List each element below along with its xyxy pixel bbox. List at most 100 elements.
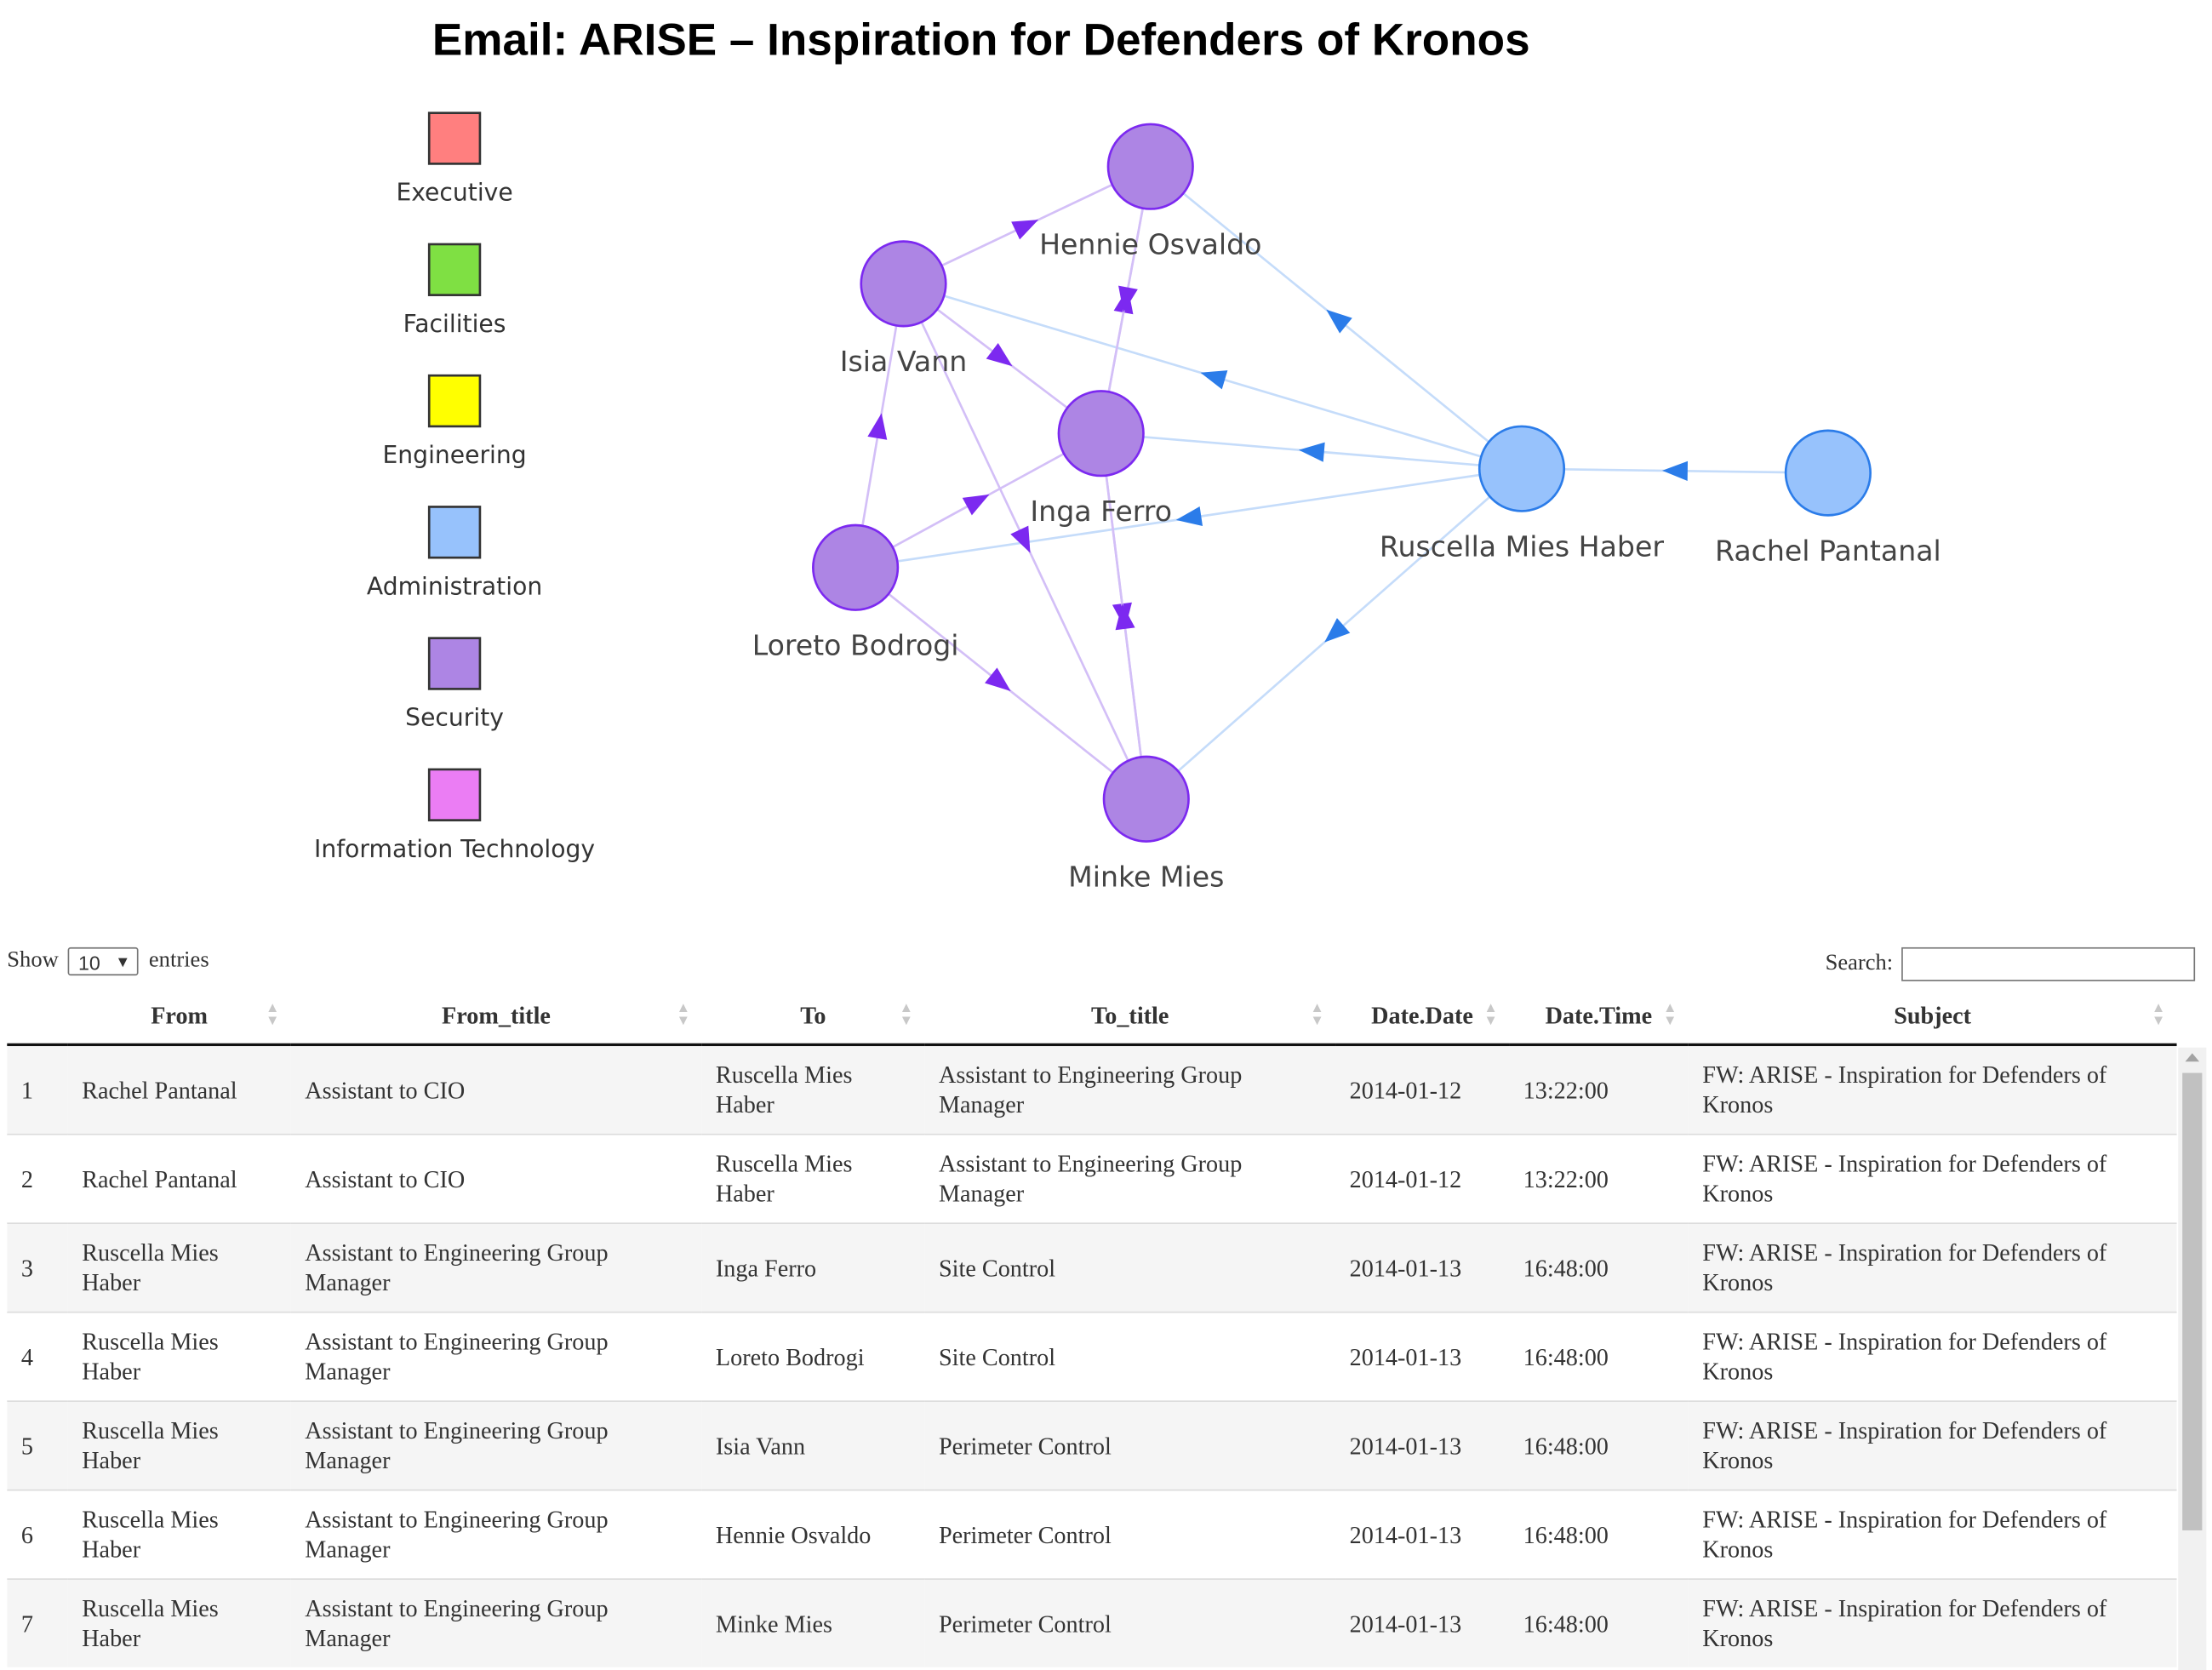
- column-header-from[interactable]: From ▲ ▼: [67, 988, 291, 1047]
- table-cell: 1: [7, 1044, 68, 1135]
- sort-icon: ▲ ▼: [676, 1000, 691, 1030]
- legend-swatch-engineering: [427, 374, 482, 428]
- table-scrollbar[interactable]: [2178, 1047, 2207, 1670]
- table-cell: Loreto Bodrogi: [701, 1311, 925, 1402]
- table-cell: FW: ARISE - Inspiration for Defenders of…: [1688, 1133, 2177, 1224]
- table-cell: Hennie Osvaldo: [701, 1489, 925, 1580]
- node-label-ruscella-mies-haber: Ruscella Mies Haber: [1380, 529, 1664, 563]
- column-header-date[interactable]: Date.Date ▲ ▼: [1335, 988, 1510, 1047]
- legend-label-administration: Administration: [367, 572, 542, 600]
- table-cell: Assistant to Engineering Group Manager: [924, 1133, 1336, 1224]
- sort-icon: ▲ ▼: [1310, 1000, 1324, 1030]
- legend-label-engineering: Engineering: [383, 441, 527, 469]
- table-cell: 16:48:00: [1509, 1489, 1689, 1580]
- node-label-rachel-pantanal: Rachel Pantanal: [1715, 534, 1941, 567]
- edge-arrow-icon: [985, 667, 1011, 692]
- table-cell: 5: [7, 1400, 68, 1490]
- node-hennie-osvaldo[interactable]: [1106, 123, 1194, 210]
- sort-icon: ▲ ▼: [1483, 1000, 1498, 1030]
- search-input[interactable]: [1901, 947, 2196, 981]
- table-row[interactable]: 4 Ruscella Mies Haber Assistant to Enginee…: [7, 1311, 2177, 1402]
- table-cell: 4: [7, 1311, 68, 1402]
- column-header-to[interactable]: To ▲ ▼: [701, 988, 925, 1047]
- table-row[interactable]: 7 Ruscella Mies Haber Assistant to Enginee…: [7, 1578, 2177, 1667]
- email-table: From ▲ ▼ From_title ▲ ▼ To ▲ ▼ To_title ▲ ▼ Date…: [7, 988, 2177, 1667]
- table-cell: Assistant to CIO: [290, 1133, 702, 1224]
- table-cell: Minke Mies: [701, 1578, 925, 1667]
- legend-swatch-information-technology: [427, 768, 482, 821]
- table-row[interactable]: 6 Ruscella Mies Haber Assistant to Enginee…: [7, 1489, 2177, 1580]
- table-cell: 7: [7, 1578, 68, 1667]
- edge-arrow-icon: [986, 343, 1013, 367]
- legend-swatch-administration: [427, 506, 482, 559]
- node-loreto-bodrogi[interactable]: [812, 523, 900, 611]
- edge-arrow-icon: [1662, 460, 1689, 481]
- table-row[interactable]: 3 Ruscella Mies Haber Assistant to Enginee…: [7, 1222, 2177, 1313]
- edge-arrow-icon: [1118, 285, 1138, 313]
- sort-icon: ▲ ▼: [899, 1000, 914, 1030]
- node-inga-ferro[interactable]: [1057, 390, 1145, 478]
- table-cell: FW: ARISE - Inspiration for Defenders of…: [1688, 1311, 2177, 1402]
- table-cell: FW: ARISE - Inspiration for Defenders of…: [1688, 1044, 2177, 1135]
- table-cell: 6: [7, 1489, 68, 1580]
- table-cell: Perimeter Control: [924, 1489, 1336, 1580]
- table-cell: FW: ARISE - Inspiration for Defenders of…: [1688, 1400, 2177, 1490]
- node-ruscella-mies-haber[interactable]: [1478, 425, 1566, 512]
- table-cell: 2014-01-13: [1335, 1400, 1510, 1490]
- table-row[interactable]: 5 Ruscella Mies Haber Assistant to Enginee…: [7, 1400, 2177, 1490]
- edge-arrow-icon: [1010, 525, 1031, 553]
- table-cell: Perimeter Control: [924, 1400, 1336, 1490]
- table-cell: Assistant to Engineering Group Manager: [924, 1044, 1336, 1135]
- table-cell: 16:48:00: [1509, 1578, 1689, 1667]
- node-label-hennie-osvaldo: Hennie Osvaldo: [1039, 228, 1261, 261]
- node-isia-vann[interactable]: [860, 240, 947, 328]
- table-cell: Ruscella Mies Haber: [67, 1578, 291, 1667]
- entries-label: entries: [148, 948, 209, 973]
- table-cell: FW: ARISE - Inspiration for Defenders of…: [1688, 1489, 2177, 1580]
- table-cell: 3: [7, 1222, 68, 1313]
- edge-arrow-icon: [1115, 603, 1135, 631]
- table-cell: Rachel Pantanal: [67, 1133, 291, 1224]
- table-cell: 2014-01-12: [1335, 1044, 1510, 1135]
- table-cell: Assistant to Engineering Group Manager: [290, 1489, 702, 1580]
- column-header-to-title[interactable]: To_title ▲ ▼: [924, 988, 1336, 1047]
- legend-label-facilities: Facilities: [403, 310, 506, 338]
- table-cell: Ruscella Mies Haber: [67, 1400, 291, 1490]
- column-header-index[interactable]: [7, 988, 68, 1047]
- column-header-subject[interactable]: Subject ▲ ▼: [1688, 988, 2177, 1047]
- table-row[interactable]: 1 Rachel Pantanal Assistant to CIO Ruscella…: [7, 1044, 2177, 1135]
- page-title: Email: ARISE – Inspiration for Defenders…: [432, 14, 1530, 66]
- node-label-loreto-bodrogi: Loreto Bodrogi: [752, 629, 959, 662]
- scrollbar-thumb[interactable]: [2182, 1072, 2203, 1530]
- column-header-from-title[interactable]: From_title ▲ ▼: [290, 988, 702, 1047]
- node-rachel-pantanal[interactable]: [1784, 429, 1872, 517]
- entries-select[interactable]: 10 ▼: [68, 947, 140, 976]
- graph-nodes: Hennie Osvaldo Isia Vann Inga Ferro Loreto …: [752, 123, 1941, 894]
- table-cell: 16:48:00: [1509, 1400, 1689, 1490]
- table-header-row: From ▲ ▼ From_title ▲ ▼ To ▲ ▼ To_title ▲ ▼ Date…: [7, 988, 2177, 1047]
- table-cell: Ruscella Mies Haber: [701, 1044, 925, 1135]
- edge-arrow-icon: [1326, 309, 1352, 334]
- edge-arrow-icon: [1175, 506, 1203, 527]
- table-cell: Perimeter Control: [924, 1578, 1336, 1667]
- table-cell: 2014-01-13: [1335, 1578, 1510, 1667]
- node-minke-mies[interactable]: [1102, 755, 1190, 843]
- table-cell: Rachel Pantanal: [67, 1044, 291, 1135]
- column-header-time[interactable]: Date.Time ▲ ▼: [1509, 988, 1689, 1047]
- edge-arrow-icon: [1011, 220, 1039, 240]
- edge-arrow-icon: [1298, 442, 1325, 462]
- legend-swatch-executive: [427, 112, 482, 165]
- search-label: Search:: [1825, 951, 1894, 975]
- table-cell: Ruscella Mies Haber: [701, 1133, 925, 1224]
- table-cell: 2014-01-13: [1335, 1489, 1510, 1580]
- network-graph[interactable]: Executive Facilities Engineering Administra…: [0, 0, 2212, 918]
- table-row[interactable]: 2 Rachel Pantanal Assistant to CIO Ruscella…: [7, 1133, 2177, 1224]
- table-cell: Site Control: [924, 1222, 1336, 1313]
- node-label-minke-mies: Minke Mies: [1068, 861, 1224, 894]
- legend: Executive Facilities Engineering Administra…: [314, 112, 595, 863]
- show-label: Show: [7, 948, 59, 973]
- edge-arrow-icon: [867, 413, 888, 440]
- scroll-up-arrow-icon[interactable]: [2185, 1053, 2200, 1062]
- table-cell: 16:48:00: [1509, 1311, 1689, 1402]
- node-label-isia-vann: Isia Vann: [840, 345, 968, 378]
